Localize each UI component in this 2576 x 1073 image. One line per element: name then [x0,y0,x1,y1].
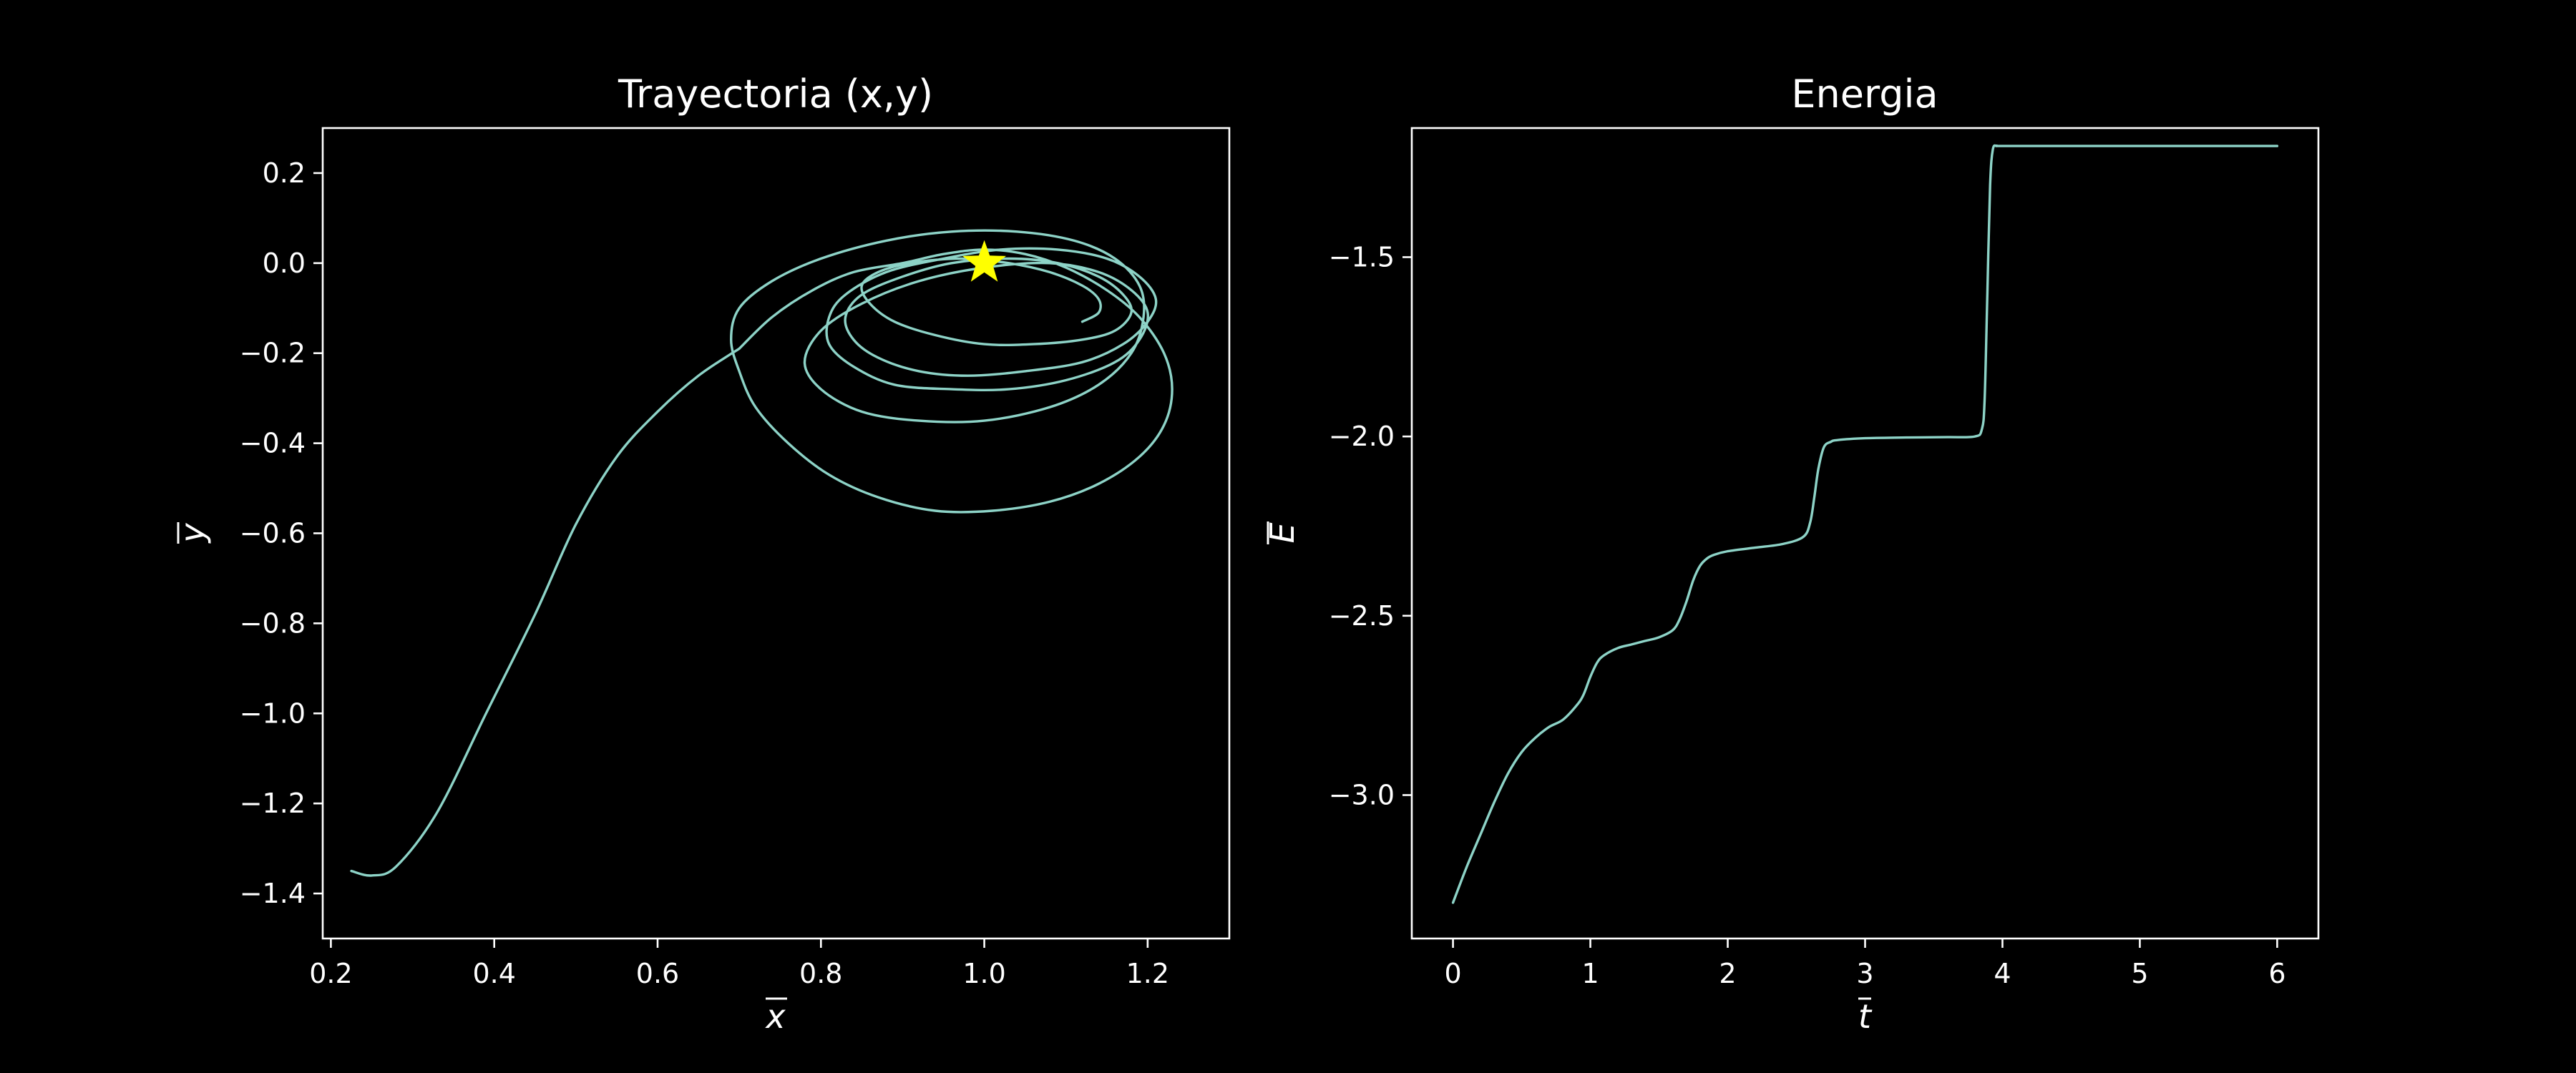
trajectory-y-tick-label: −0.6 [240,518,306,549]
trajectory-x-tick-label: 1.2 [1126,958,1169,989]
energy-x-label-text: t [1858,997,1873,1036]
trajectory-y-tick-label: 0.2 [263,157,306,189]
trajectory-y-label-text: y [173,523,212,544]
trajectory-y-tick-label: 0.0 [263,248,306,279]
energy-y-tick-label: −1.5 [1329,241,1395,273]
trajectory-y-label: y [173,522,212,544]
trajectory-y-tick-label: −0.4 [240,428,306,459]
trajectory-x-tick-label: 0.2 [309,958,352,989]
energy-y-ticks: −1.5 −2.0 −2.5 −3.0 [1329,241,1412,810]
energy-x-label: t [1858,997,1873,1036]
trajectory-y-tick-label: −0.8 [240,607,306,639]
trajectory-x-label-text: x [764,997,786,1036]
trajectory-y-tick-label: −0.2 [240,338,306,369]
energy-y-label-text: E [1263,522,1302,543]
energy-panel: Energia 0 1 2 3 4 5 6 −1.5 −2.0 −2.5 −3.0 t E [1263,72,2320,1036]
trajectory-y-tick-label: −1.0 [240,697,306,729]
trajectory-x-tick-label: 0.8 [799,958,842,989]
energy-title: Energia [1791,72,1938,117]
energy-x-tick-label: 3 [1856,958,1873,989]
target-marker-group [962,240,1006,282]
energy-x-tick-label: 5 [2131,958,2148,989]
star-icon [962,240,1006,282]
trajectory-y-tick-label: −1.2 [240,788,306,819]
energy-y-tick-label: −2.5 [1329,600,1395,632]
energy-y-label: E [1263,521,1302,544]
energy-y-tick-label: −2.0 [1329,421,1395,452]
energy-curves [1451,144,2279,904]
energy-y-tick-label: −3.0 [1329,779,1395,810]
trajectory-panel: Trayectoria (x,y) 0.2 0.4 0.6 0.8 1.0 1.2 0.2… [173,72,1231,1036]
energy-series-line-0 [1451,144,2279,904]
trajectory-series-line-1 [730,229,1174,514]
trajectory-x-label: x [764,997,787,1036]
trajectory-x-tick-label: 0.6 [636,958,679,989]
trajectory-x-ticks: 0.2 0.4 0.6 0.8 1.0 1.2 [309,939,1169,989]
energy-x-tick-label: 6 [2268,958,2285,989]
energy-x-tick-label: 2 [1719,958,1736,989]
trajectory-curves [350,229,1174,877]
trajectory-y-tick-label: −1.4 [240,878,306,909]
trajectory-series-line-0 [350,347,741,877]
energy-x-tick-label: 1 [1581,958,1599,989]
trajectory-x-tick-label: 1.0 [962,958,1005,989]
trajectory-y-ticks: 0.2 0.0 −0.2 −0.4 −0.6 −0.8 −1.0 −1.2 −1.4 [240,157,323,909]
trajectory-x-tick-label: 0.4 [472,958,515,989]
energy-x-ticks: 0 1 2 3 4 5 6 [1444,939,2286,989]
trajectory-title: Trayectoria (x,y) [618,72,933,117]
energy-x-tick-label: 4 [1994,958,2011,989]
energy-x-tick-label: 0 [1444,958,1461,989]
